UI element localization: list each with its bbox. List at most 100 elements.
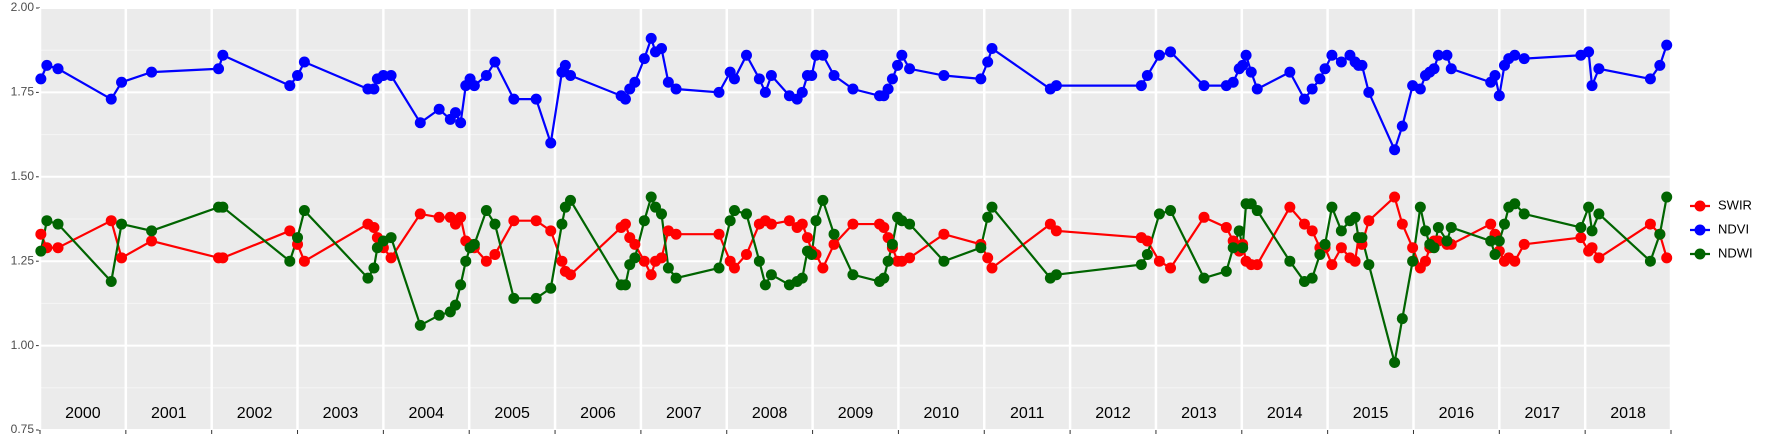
point	[1356, 232, 1368, 244]
point	[1441, 235, 1453, 247]
point	[1198, 211, 1210, 223]
point	[1414, 201, 1426, 213]
point	[1227, 242, 1239, 254]
point	[368, 83, 380, 95]
year-label: 2002	[237, 405, 273, 422]
point	[1251, 259, 1263, 271]
point	[52, 63, 64, 75]
point	[146, 225, 158, 237]
point	[217, 252, 229, 264]
point	[1575, 221, 1587, 233]
point	[455, 211, 467, 223]
point	[449, 107, 461, 119]
point	[938, 70, 950, 82]
point	[52, 218, 64, 230]
point	[670, 228, 682, 240]
point	[35, 245, 47, 257]
point	[35, 228, 47, 240]
point	[1518, 238, 1530, 250]
point	[655, 208, 667, 220]
point	[1356, 59, 1368, 71]
point	[530, 93, 542, 105]
point	[740, 248, 752, 260]
point	[1407, 242, 1419, 254]
legend-label: SWIR	[1718, 197, 1752, 212]
point	[1050, 269, 1062, 281]
point	[806, 70, 818, 82]
point	[847, 218, 859, 230]
year-label: 2005	[494, 405, 530, 422]
point	[1050, 80, 1062, 92]
point	[1326, 259, 1338, 271]
point	[1165, 205, 1177, 217]
point	[1165, 46, 1177, 58]
point	[298, 205, 310, 217]
point	[292, 70, 304, 82]
point	[1198, 80, 1210, 92]
point	[508, 93, 520, 105]
point	[1153, 208, 1165, 220]
point	[882, 255, 894, 267]
point	[105, 215, 117, 227]
point	[655, 43, 667, 55]
point	[1518, 53, 1530, 65]
point	[105, 93, 117, 105]
point	[740, 208, 752, 220]
point	[1654, 59, 1666, 71]
point	[1306, 83, 1318, 95]
point	[1644, 73, 1656, 85]
point	[1445, 221, 1457, 233]
point	[217, 201, 229, 213]
point	[1135, 259, 1147, 271]
point	[728, 262, 740, 274]
legend-key	[1694, 224, 1706, 236]
year-label: 2016	[1439, 405, 1475, 422]
point	[1237, 242, 1249, 254]
point	[1575, 232, 1587, 244]
point	[801, 232, 813, 244]
point	[986, 43, 998, 55]
year-label: 2011	[1010, 405, 1045, 422]
year-label: 2008	[752, 405, 788, 422]
point	[1335, 242, 1347, 254]
point	[1586, 80, 1598, 92]
point	[1314, 248, 1326, 260]
point	[828, 70, 840, 82]
point	[385, 232, 397, 244]
point	[662, 76, 674, 88]
y-tick-label: 1.75	[11, 85, 35, 99]
point	[146, 235, 158, 247]
point	[783, 215, 795, 227]
point	[433, 103, 445, 115]
point	[41, 215, 53, 227]
point	[1593, 252, 1605, 264]
point	[1644, 218, 1656, 230]
point	[480, 205, 492, 217]
point	[1661, 191, 1673, 203]
point	[1306, 272, 1318, 284]
point	[468, 238, 480, 250]
point	[556, 255, 568, 267]
point	[1432, 221, 1444, 233]
point	[1586, 242, 1598, 254]
point	[847, 83, 859, 95]
year-label: 2009	[838, 405, 874, 422]
point	[1489, 70, 1501, 82]
point	[904, 252, 916, 264]
point	[284, 255, 296, 267]
point	[645, 32, 657, 44]
point	[545, 137, 557, 149]
point	[480, 255, 492, 267]
point	[1396, 218, 1408, 230]
legend-key	[1694, 248, 1706, 260]
point	[982, 252, 994, 264]
point	[817, 49, 829, 61]
point	[753, 73, 765, 85]
y-tick-label: 2.00	[11, 0, 35, 14]
legend-label: NDVI	[1718, 221, 1749, 236]
year-label: 2004	[408, 405, 444, 422]
point	[892, 59, 904, 71]
point	[1445, 63, 1457, 75]
point	[1141, 248, 1153, 260]
point	[1644, 255, 1656, 267]
